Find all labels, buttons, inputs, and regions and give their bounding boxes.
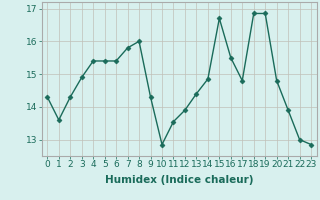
X-axis label: Humidex (Indice chaleur): Humidex (Indice chaleur) <box>105 175 253 185</box>
